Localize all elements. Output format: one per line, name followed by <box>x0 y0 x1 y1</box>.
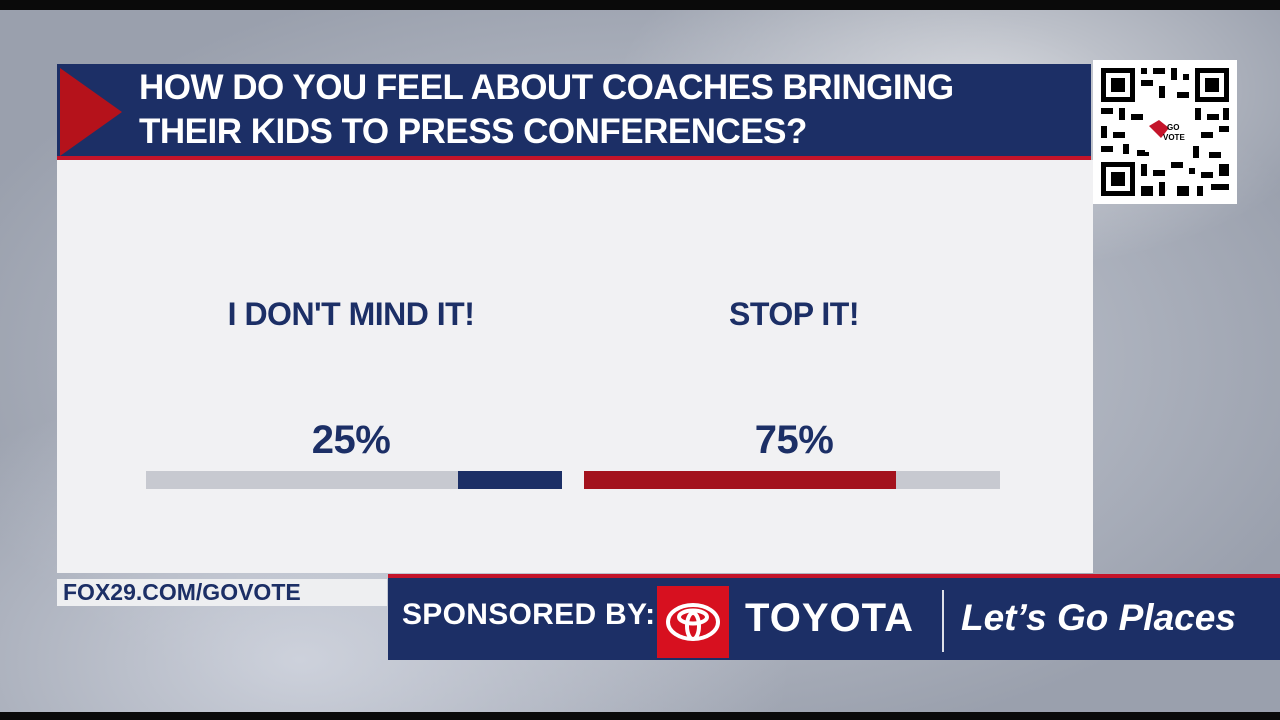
svg-text:VOTE: VOTE <box>1163 133 1185 142</box>
sponsor-slogan: Let’s Go Places <box>961 597 1236 638</box>
qr-code[interactable]: GO VOTE <box>1093 60 1237 204</box>
option-percent-stop-it: 75% <box>754 418 834 462</box>
vote-url[interactable]: FOX29.COM/GOVOTE <box>57 579 387 606</box>
toyota-logo-icon <box>657 586 729 658</box>
letterbox-top <box>0 0 1280 10</box>
result-bar-stop-it <box>584 471 1000 489</box>
result-bar-fill-stop-it <box>584 471 896 489</box>
question-header: HOW DO YOU FEEL ABOUT COACHES BRINGING T… <box>57 64 1091 160</box>
result-bar-dont-mind <box>146 471 562 489</box>
svg-text:GO: GO <box>1167 123 1179 132</box>
poll-question: HOW DO YOU FEEL ABOUT COACHES BRINGING T… <box>139 66 1069 154</box>
qr-code-icon: GO VOTE <box>1093 60 1237 204</box>
result-bar-fill-dont-mind <box>458 471 562 489</box>
option-label-dont-mind: I DON'T MIND IT! <box>227 296 475 332</box>
sponsor-banner: SPONSORED BY: TOYOTA Let’s Go Places <box>388 574 1280 660</box>
question-line-1: HOW DO YOU FEEL ABOUT COACHES BRINGING <box>139 68 954 107</box>
question-line-2: THEIR KIDS TO PRESS CONFERENCES? <box>139 112 807 151</box>
option-label-stop-it: STOP IT! <box>729 296 859 332</box>
sponsor-name: TOYOTA <box>745 596 914 640</box>
letterbox-bottom <box>0 712 1280 720</box>
sponsor-divider <box>942 590 944 652</box>
sponsored-by-label: SPONSORED BY: <box>402 598 656 631</box>
option-percent-dont-mind: 25% <box>311 418 391 462</box>
play-arrow-icon <box>60 68 122 156</box>
poll-panel <box>57 160 1093 573</box>
